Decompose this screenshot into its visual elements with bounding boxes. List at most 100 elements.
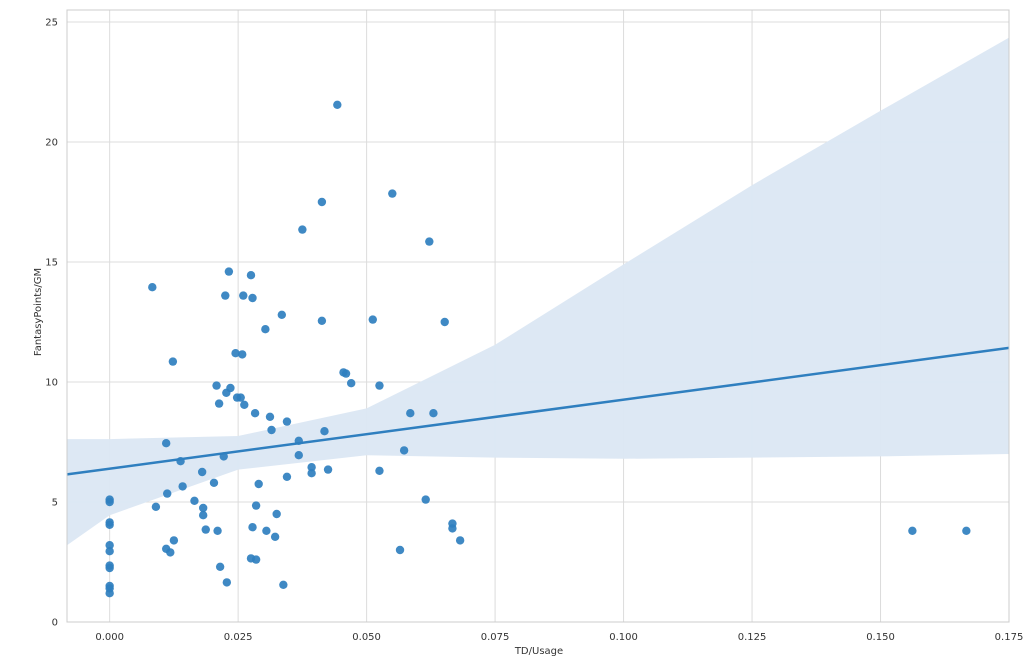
data-point: [105, 520, 114, 529]
data-point: [448, 524, 457, 533]
data-point: [455, 536, 465, 545]
data-point: [190, 496, 199, 505]
data-point: [320, 427, 329, 436]
x-tick-label: 0.050: [352, 632, 381, 643]
data-point: [388, 189, 397, 198]
data-point: [224, 267, 234, 276]
y-tick-label: 25: [45, 18, 58, 29]
data-point: [307, 463, 316, 472]
data-point: [294, 436, 303, 445]
data-point: [105, 563, 114, 573]
data-point: [163, 489, 172, 498]
data-point: [198, 503, 208, 513]
data-point: [166, 548, 175, 557]
data-point: [105, 497, 114, 507]
data-point: [425, 237, 434, 246]
x-tick-label: 0.175: [995, 632, 1024, 643]
data-point: [323, 465, 333, 474]
data-point: [270, 532, 280, 541]
data-point: [317, 316, 327, 325]
data-point: [254, 479, 263, 489]
data-point: [341, 369, 351, 378]
data-point: [176, 457, 185, 466]
data-point: [333, 100, 342, 110]
data-point: [375, 381, 384, 390]
data-point: [346, 379, 356, 388]
data-point: [105, 541, 114, 550]
x-tick-label: 0.000: [95, 632, 124, 643]
data-point: [317, 197, 327, 207]
x-tick-label: 0.025: [224, 632, 253, 643]
tick-labels: 0.000 0.025 0.050 0.075 0.100 0.125 0.150 0.175…: [45, 18, 1023, 644]
plot-frame-rect: [66, 9, 1010, 623]
data-point: [251, 555, 261, 564]
data-point: [213, 526, 222, 535]
data-point: [440, 317, 449, 327]
data-point: [236, 393, 245, 402]
data-point: [221, 291, 230, 300]
data-point: [105, 589, 114, 598]
data-point: [239, 291, 248, 300]
data-point: [209, 478, 219, 487]
data-point: [169, 536, 179, 545]
data-point: [201, 525, 210, 534]
data-point: [151, 502, 161, 511]
data-points: [105, 100, 971, 598]
data-point: [222, 578, 232, 587]
data-point: [105, 547, 114, 556]
confidence-band-layer: [67, 37, 1009, 546]
data-point: [178, 482, 187, 491]
data-point: [267, 425, 276, 435]
data-point: [246, 271, 256, 280]
y-tick-label: 0: [52, 618, 58, 629]
plot-frame: [66, 9, 1010, 623]
data-point: [908, 526, 917, 535]
y-tick-label: 20: [45, 138, 58, 149]
x-tick-label: 0.075: [481, 632, 510, 643]
data-point: [248, 293, 257, 303]
data-point: [307, 469, 316, 478]
data-point: [277, 310, 287, 319]
data-point: [168, 357, 178, 366]
x-tick-label: 0.100: [609, 632, 638, 643]
data-point: [395, 545, 405, 555]
data-point: [298, 225, 307, 234]
data-point: [261, 325, 270, 334]
data-point: [240, 400, 249, 409]
data-point: [197, 467, 207, 477]
data-point: [279, 580, 288, 589]
x-tick-label: 0.150: [866, 632, 895, 643]
data-point: [262, 526, 271, 535]
data-point: [248, 523, 257, 532]
data-point: [219, 452, 228, 461]
data-point: [231, 349, 240, 358]
data-point: [962, 526, 971, 535]
data-point: [429, 409, 438, 418]
data-point: [214, 399, 224, 408]
data-point: [238, 350, 247, 359]
confidence-band: [67, 37, 1009, 546]
data-point: [161, 439, 171, 448]
x-axis-label: TD/Usage: [514, 646, 563, 657]
y-tick-label: 5: [52, 498, 58, 509]
data-point: [226, 383, 235, 393]
data-point: [198, 511, 208, 520]
data-point: [212, 381, 221, 390]
data-point: [294, 451, 303, 460]
data-point: [421, 495, 430, 504]
y-tick-label: 15: [45, 258, 58, 269]
data-point: [368, 315, 377, 324]
data-point: [399, 446, 409, 455]
data-point: [215, 562, 225, 571]
y-axis-label: FantasyPoints/GM: [33, 268, 44, 356]
y-tick-label: 10: [45, 378, 58, 389]
data-point: [250, 409, 260, 418]
data-point: [375, 466, 384, 475]
data-point: [251, 501, 261, 510]
data-point: [265, 412, 275, 421]
data-point: [282, 472, 292, 481]
x-tick-label: 0.125: [738, 632, 767, 643]
data-point: [148, 283, 157, 292]
